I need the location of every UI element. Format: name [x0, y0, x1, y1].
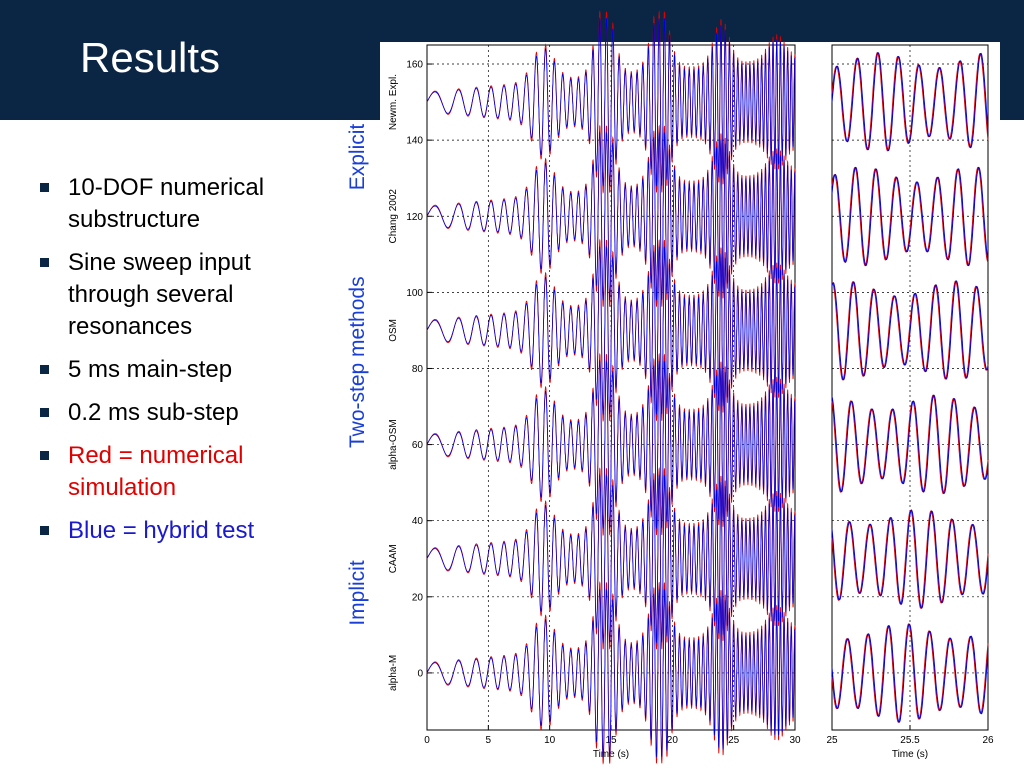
bullet-text: 10-DOF numerical substructure — [68, 174, 265, 233]
y-tick-label: 140 — [406, 136, 423, 147]
bullet-text: Sine sweep input through several resonan… — [68, 249, 251, 340]
y-tick-label: 100 — [406, 288, 423, 299]
bullet-list: 10-DOF numerical substructure Sine sweep… — [38, 172, 338, 558]
zoom-numerical-trace — [831, 166, 989, 267]
x-tick-label: 5 — [486, 735, 492, 746]
trace-label: OSM — [388, 319, 399, 342]
zoom-hybrid-trace — [831, 509, 989, 609]
y-tick-label: 20 — [412, 592, 424, 603]
y-tick-label: 40 — [412, 516, 424, 527]
bullet-text: Blue = hybrid test — [68, 517, 255, 544]
zoom-x-tick-label: 25.5 — [900, 735, 920, 746]
zoom-numerical-trace — [831, 394, 989, 495]
x-tick-label: 15 — [605, 735, 617, 746]
bullet-item: Red = numerical simulation — [38, 440, 338, 504]
bullet-square-icon — [40, 258, 49, 267]
y-tick-label: 80 — [412, 364, 424, 375]
zoom-numerical-trace — [831, 52, 989, 152]
zoom-x-tick-label: 26 — [982, 735, 994, 746]
bullet-item: Blue = hybrid test — [38, 515, 338, 547]
trace-label: alpha-OSM — [388, 419, 399, 470]
bullet-square-icon — [40, 183, 49, 192]
zoom-hybrid-trace — [831, 280, 989, 381]
bullet-square-icon — [40, 408, 49, 417]
zoom-hybrid-trace — [831, 166, 989, 267]
zoom-x-tick-label: 25 — [826, 735, 838, 746]
trace-label: Chang 2002 — [388, 189, 399, 244]
zoom-x-axis-label: Time (s) — [892, 749, 928, 760]
bullet-text: 0.2 ms sub-step — [68, 399, 239, 426]
bullet-text: Red = numerical simulation — [68, 442, 244, 501]
bullet-item: Sine sweep input through several resonan… — [38, 247, 338, 343]
hybrid-trace — [426, 473, 796, 644]
trace-label: alpha-M — [388, 655, 399, 691]
y-tick-label: 0 — [417, 668, 423, 679]
y-tick-label: 60 — [412, 440, 424, 451]
trace-label: Newm. Expl. — [388, 74, 399, 130]
hybrid-trace — [426, 131, 796, 301]
y-tick-label: 160 — [406, 60, 423, 71]
bullet-square-icon — [40, 365, 49, 374]
bullet-square-icon — [40, 526, 49, 535]
slide-title: Results — [80, 34, 221, 81]
x-tick-label: 0 — [424, 735, 430, 746]
x-tick-label: 25 — [728, 735, 740, 746]
trace-label: CAAM — [388, 544, 399, 573]
hybrid-trace — [426, 588, 796, 758]
bullet-square-icon — [40, 451, 49, 460]
bullet-item: 0.2 ms sub-step — [38, 397, 338, 429]
x-tick-label: 20 — [667, 735, 679, 746]
zoom-numerical-trace — [831, 280, 989, 381]
y-tick-label: 120 — [406, 212, 423, 223]
x-tick-label: 10 — [544, 735, 556, 746]
bullet-item: 5 ms main-step — [38, 354, 338, 386]
hybrid-trace — [426, 359, 796, 530]
bullet-text: 5 ms main-step — [68, 356, 233, 383]
zoom-hybrid-trace — [831, 394, 989, 494]
zoom-hybrid-trace — [831, 623, 989, 723]
hybrid-trace — [426, 246, 796, 416]
x-tick-label: 30 — [789, 735, 801, 746]
hybrid-trace — [426, 17, 796, 187]
bullet-item: 10-DOF numerical substructure — [38, 172, 338, 236]
x-axis-label: Time (s) — [593, 749, 629, 760]
zoom-hybrid-trace — [831, 52, 989, 152]
